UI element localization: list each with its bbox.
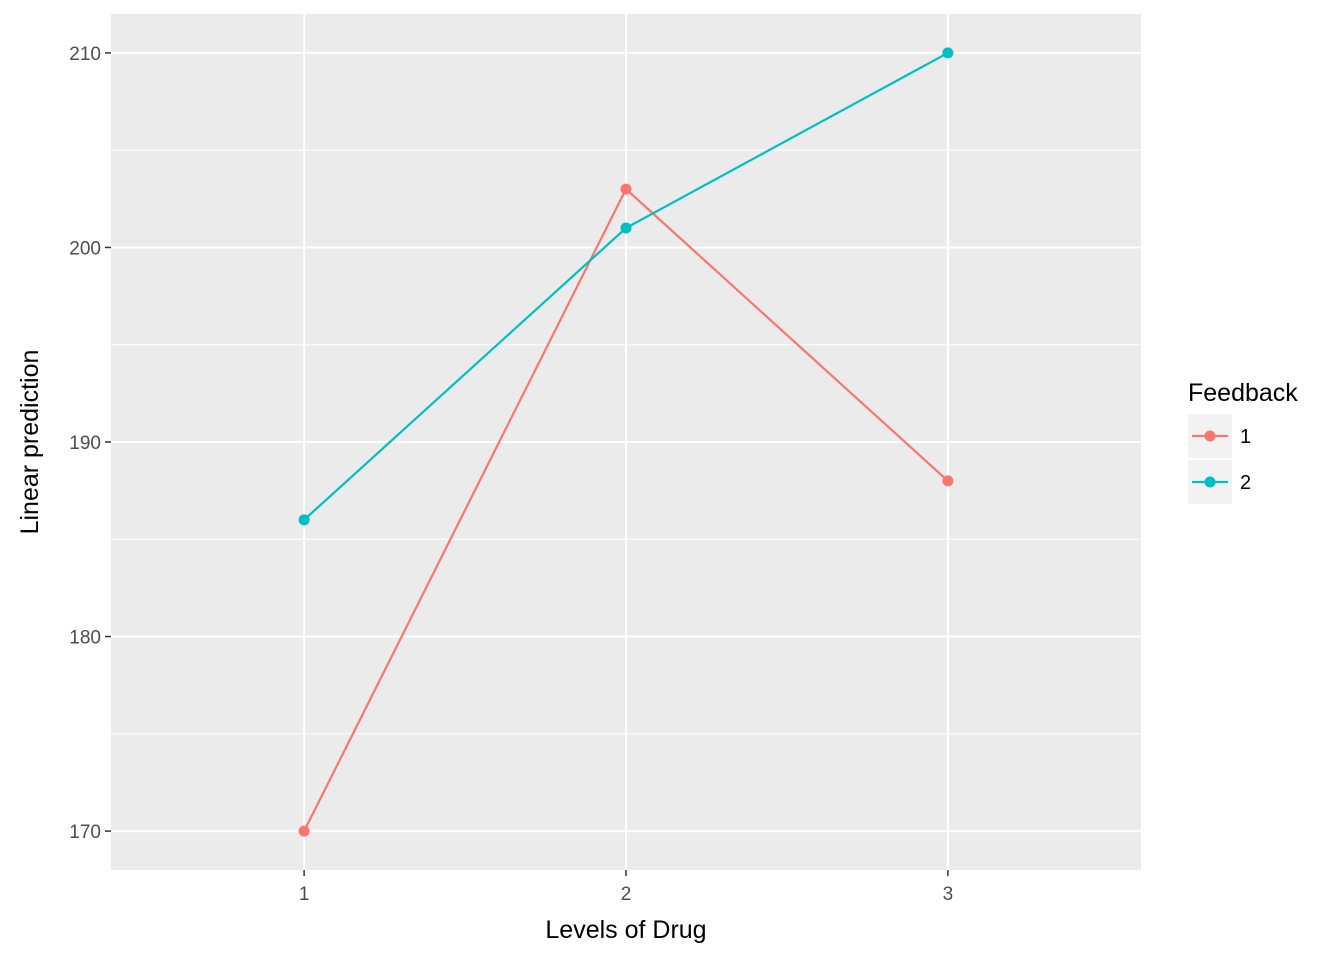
legend-item: 2 [1188, 460, 1251, 504]
legend: Feedback 1 2 [1188, 379, 1298, 504]
y-tick-label: 180 [69, 628, 101, 649]
legend-label: 1 [1240, 426, 1251, 448]
y-tick-label: 210 [69, 44, 101, 65]
y-tick-label: 170 [69, 822, 101, 843]
data-point [620, 222, 632, 234]
x-tick-label: 3 [943, 884, 954, 905]
data-point [620, 183, 632, 195]
data-point [942, 475, 954, 487]
series-1 [298, 183, 954, 837]
legend-key-point [1204, 476, 1216, 488]
legend-label: 2 [1240, 472, 1251, 494]
y-axis-title: Linear prediction [16, 350, 44, 535]
legend-key-point [1204, 430, 1216, 442]
series-layer [298, 47, 954, 837]
legend-item: 1 [1188, 414, 1251, 458]
y-tick-label: 200 [69, 238, 101, 259]
x-tick-label: 1 [299, 884, 310, 905]
major-gridlines [111, 14, 1141, 870]
x-tick-label: 2 [621, 884, 632, 905]
x-axis-title: Levels of Drug [545, 916, 706, 944]
legend-title: Feedback [1188, 379, 1298, 407]
data-point [942, 47, 954, 59]
y-tick-label: 190 [69, 433, 101, 454]
axes: 170 180 190 200 210 1 2 3 [69, 44, 953, 905]
series-2 [298, 47, 954, 526]
data-point [298, 825, 310, 837]
data-point [298, 514, 310, 526]
